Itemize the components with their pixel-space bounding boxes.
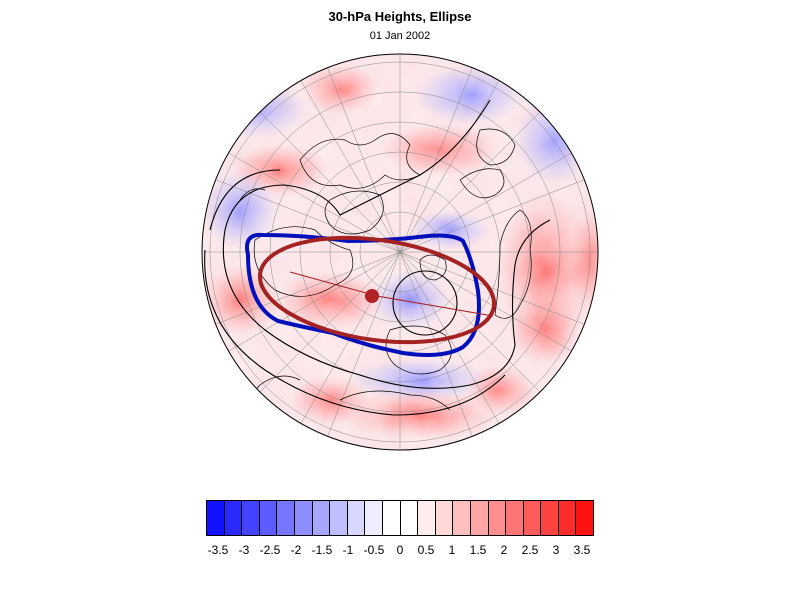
anomaly-field [202,54,598,450]
colorbar-swatch [523,501,542,535]
colorbar-swatch [382,501,401,535]
colorbar-tick-label: -3.5 [207,543,229,557]
colorbar-swatch [470,501,489,535]
colorbar-swatch [488,501,507,535]
vortex-edge-contour [245,232,481,357]
polar-map [201,53,599,451]
colorbar-swatch [330,501,348,535]
colorbar-swatch [400,501,419,535]
colorbar-swatch [259,501,278,535]
colorbar-swatch [294,501,313,535]
colorbar-tick-label: -1 [342,543,354,557]
graticule [202,54,598,450]
ellipse-center-marker [365,289,379,303]
colorbar-swatches [206,500,594,536]
coastlines [239,128,532,411]
fitted-ellipse [257,235,497,345]
colorbar-swatch [347,501,366,535]
colorbar [206,500,594,536]
colorbar-swatch [506,501,524,535]
colorbar-labels: -3.5 -3 -2.5 -2 -1.5 -1 -0.5 0 0.5 1 1.5 2 2.5 3 3.5 [206,543,594,559]
colorbar-tick-label: -0.5 [363,543,385,557]
colorbar-tick-label: -2 [290,543,302,557]
colorbar-swatch [277,501,295,535]
colorbar-tick-label: 3 [552,543,560,557]
colorbar-tick-label: 3.5 [573,543,591,557]
colorbar-swatch [312,501,331,535]
colorbar-swatch [558,501,577,535]
colorbar-swatch [207,501,225,535]
colorbar-swatch [365,501,383,535]
colorbar-swatch [418,501,436,535]
colorbar-swatch [435,501,454,535]
colorbar-tick-label: 1 [448,543,456,557]
colorbar-tick-label: 2 [500,543,508,557]
colorbar-swatch [242,501,260,535]
map-title: 30-hPa Heights, Ellipse [328,9,472,24]
colorbar-swatch [453,501,471,535]
map-date: 01 Jan 2002 [369,30,431,42]
colorbar-tick-label: -2.5 [259,543,281,557]
colorbar-tick-label: -1.5 [311,543,333,557]
colorbar-tick-label: 0 [396,543,404,557]
colorbar-tick-label: 1.5 [469,543,487,557]
map-boundary [201,53,599,451]
colorbar-tick-label: 2.5 [521,543,539,557]
colorbar-swatch [576,501,594,535]
height-contours [204,99,551,416]
colorbar-swatch [541,501,559,535]
colorbar-tick-label: -3 [238,543,250,557]
colorbar-swatch [224,501,243,535]
colorbar-tick-label: 0.5 [417,543,435,557]
